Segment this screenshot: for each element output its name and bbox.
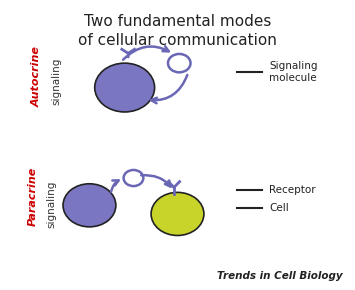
Text: Autocrine: Autocrine [32,46,42,106]
Text: Two fundamental modes
of cellular communication: Two fundamental modes of cellular commun… [78,14,277,48]
Text: Signaling
molecule: Signaling molecule [269,61,318,83]
Text: Trends in Cell Biology: Trends in Cell Biology [217,271,343,281]
Circle shape [124,170,143,186]
Text: signaling: signaling [47,180,57,228]
Text: signaling: signaling [51,58,61,106]
Text: Receptor: Receptor [269,184,316,195]
Circle shape [63,184,116,227]
Circle shape [168,54,191,72]
Circle shape [95,63,155,112]
Text: Cell: Cell [269,203,289,213]
Text: Paracrine: Paracrine [28,167,38,226]
Circle shape [151,192,204,235]
